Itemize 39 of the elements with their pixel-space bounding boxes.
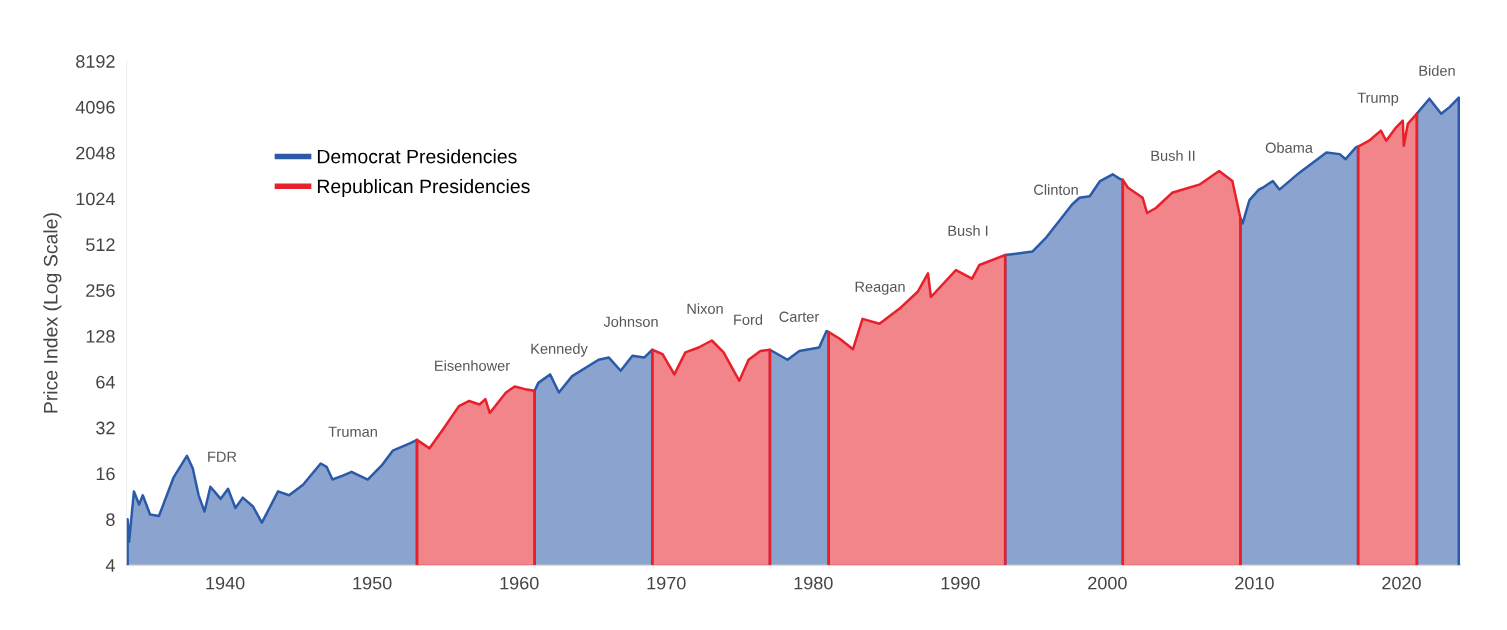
y-tick-label: 4096	[75, 100, 115, 114]
y-tick-label: 32	[96, 421, 115, 435]
legend-label: Democrat Presidencies	[317, 149, 517, 164]
y-tick-label: 8	[106, 513, 115, 527]
annotation: Ford	[734, 314, 763, 325]
annotation: Johnson	[603, 316, 658, 327]
x-tick-label: 2010	[1235, 576, 1274, 590]
annotation: Biden	[1419, 65, 1455, 76]
annotation: Reagan	[855, 281, 905, 295]
y-tick-label: 1024	[76, 192, 115, 206]
y-tick-label: 8192	[76, 55, 115, 68]
annotation: Obama	[1265, 142, 1313, 153]
annotation: Bush II	[1151, 150, 1195, 161]
x-tick-label: 1950	[353, 576, 392, 590]
annotation: Kennedy	[531, 343, 588, 357]
x-tick-label: 1980	[794, 576, 833, 590]
x-tick-label: 1960	[500, 576, 539, 590]
y-tick-label: 512	[86, 238, 115, 252]
y-tick-label: 64	[96, 375, 115, 389]
annotation: Nixon	[687, 303, 723, 314]
annotation: FDR	[208, 451, 237, 462]
y-axis-title: Price Index (Log Scale)	[43, 213, 62, 413]
y-tick-label: 128	[86, 329, 115, 343]
x-tick-label: 2020	[1382, 576, 1421, 590]
annotation: Eisenhower	[435, 360, 510, 371]
y-tick-label: 16	[96, 467, 115, 481]
annotation: Carter	[779, 311, 820, 322]
x-tick-label: 1970	[647, 576, 686, 590]
annotation: Bush I	[948, 225, 988, 236]
y-tick-label: 4	[105, 559, 115, 572]
legend-label: Republican Presidencies	[317, 178, 530, 198]
annotation: Trump	[1357, 92, 1399, 106]
annotation: Clinton	[1034, 184, 1078, 195]
x-tick-label: 2000	[1088, 576, 1127, 590]
y-tick-label: 2048	[76, 146, 115, 160]
y-tick-label: 256	[86, 284, 115, 297]
x-tick-label: 1940	[206, 576, 245, 590]
annotation: Truman	[328, 426, 377, 437]
x-tick-label: 1990	[941, 576, 980, 590]
